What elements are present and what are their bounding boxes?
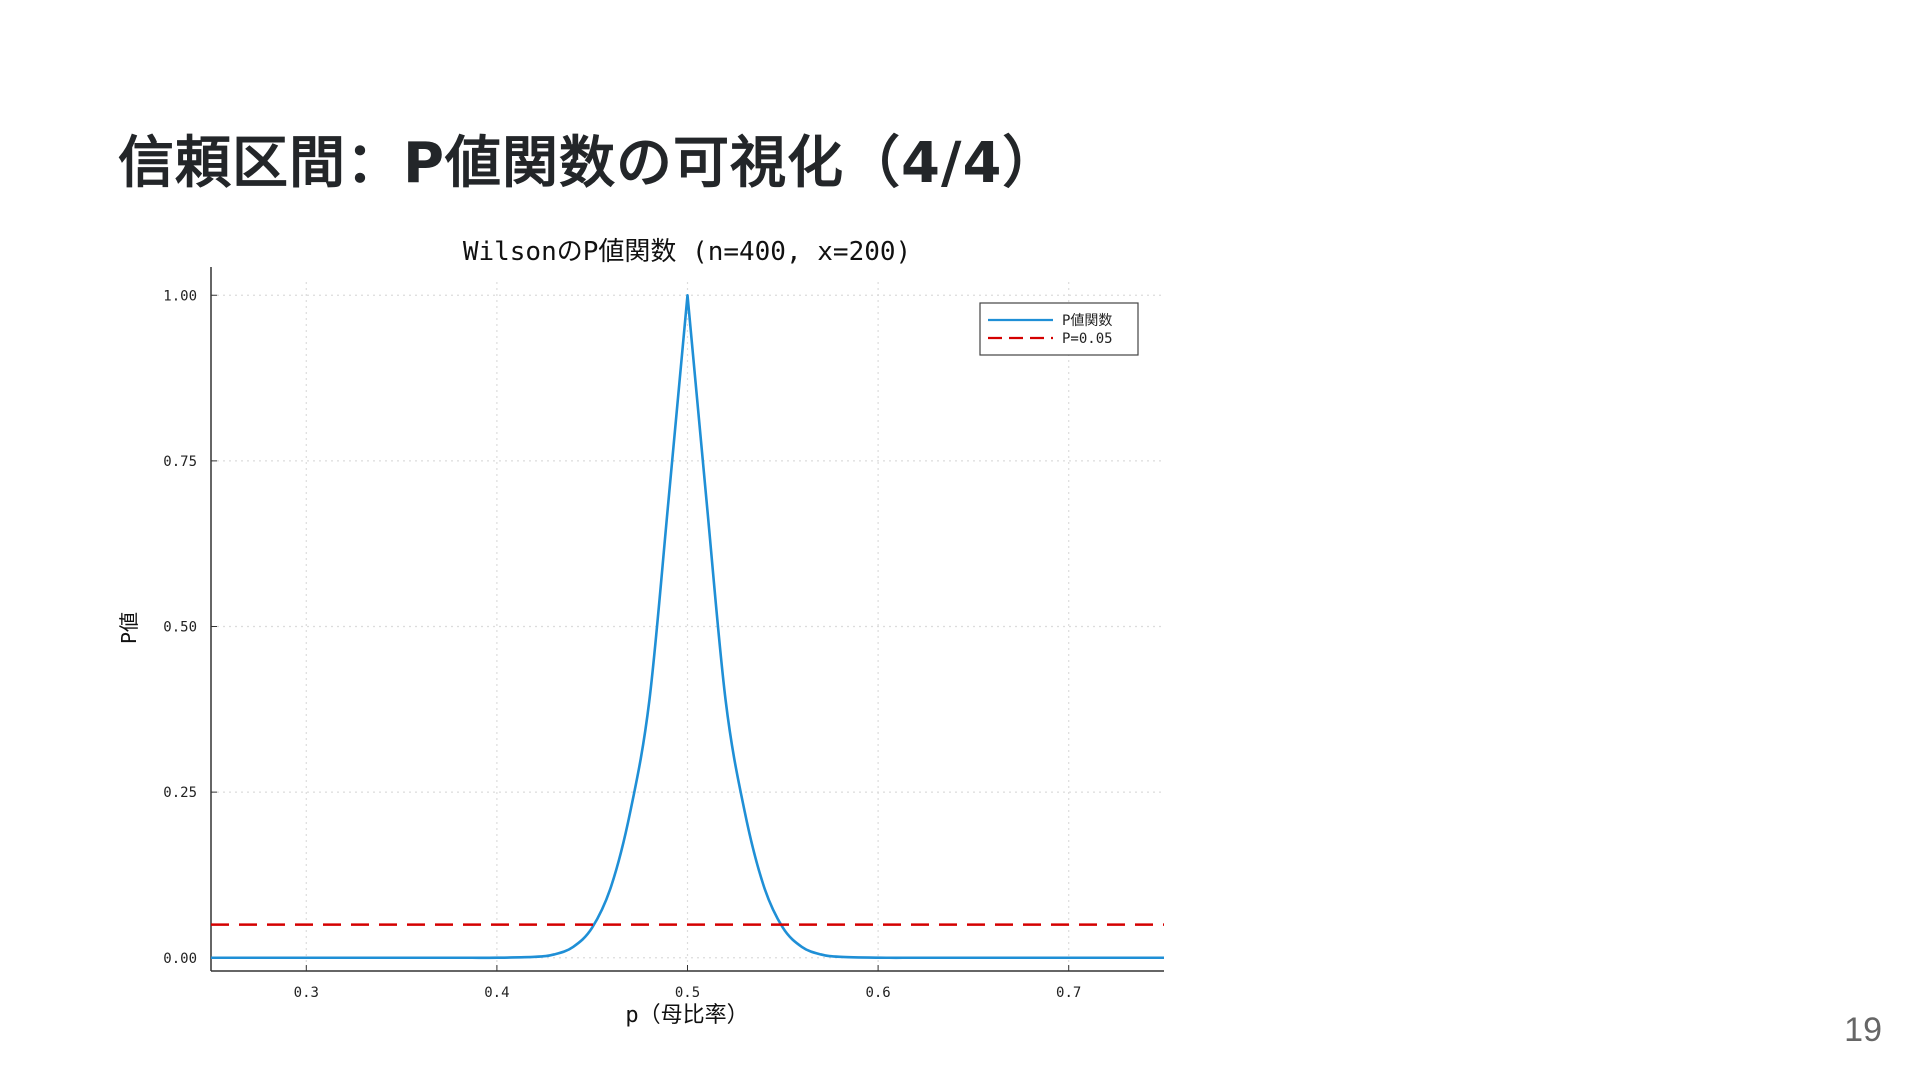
x-tick-label: 0.5 — [675, 985, 700, 1001]
slide-title: 信頼区間：P値関数の可視化（4/4） — [118, 131, 1060, 196]
chart-container: WilsonのP値関数 (n=400, x=200) 0.00 0.25 0.50 0… — [100, 225, 1200, 1045]
x-axis-label: p（母比率） — [625, 1003, 748, 1028]
y-tick-label: 0.50 — [163, 620, 197, 636]
series-line-p-value — [211, 293, 1164, 960]
legend-label: P値関数 — [1062, 313, 1112, 329]
series-lines — [211, 293, 1164, 960]
y-tick-label: 0.25 — [163, 785, 197, 801]
legend-label: P=0.05 — [1062, 331, 1113, 347]
x-tick-label: 0.7 — [1056, 985, 1081, 1001]
chart-title: WilsonのP値関数 (n=400, x=200) — [463, 237, 911, 267]
x-tick-labels: 0.3 0.4 0.5 0.6 0.7 — [294, 985, 1082, 1001]
p-value-chart: WilsonのP値関数 (n=400, x=200) 0.000.250.500… — [117, 237, 1164, 1028]
grid-lines — [211, 282, 1164, 971]
axes — [210, 267, 1164, 972]
x-tick-label: 0.3 — [294, 985, 319, 1001]
y-axis-label: P値 — [117, 612, 141, 644]
page-number: 19 — [1844, 1011, 1882, 1049]
y-tick-label: 0.75 — [163, 454, 197, 470]
y-tick-labels: 0.00 0.25 0.50 0.75 1.00 — [163, 288, 197, 967]
x-tick-label: 0.4 — [484, 985, 509, 1001]
y-tick-label: 1.00 — [163, 288, 197, 304]
legend: P値関数 P=0.05 — [979, 302, 1139, 356]
x-tick-label: 0.6 — [865, 985, 890, 1001]
legend-box — [979, 302, 1139, 356]
y-tick-label: 0.00 — [163, 951, 197, 967]
